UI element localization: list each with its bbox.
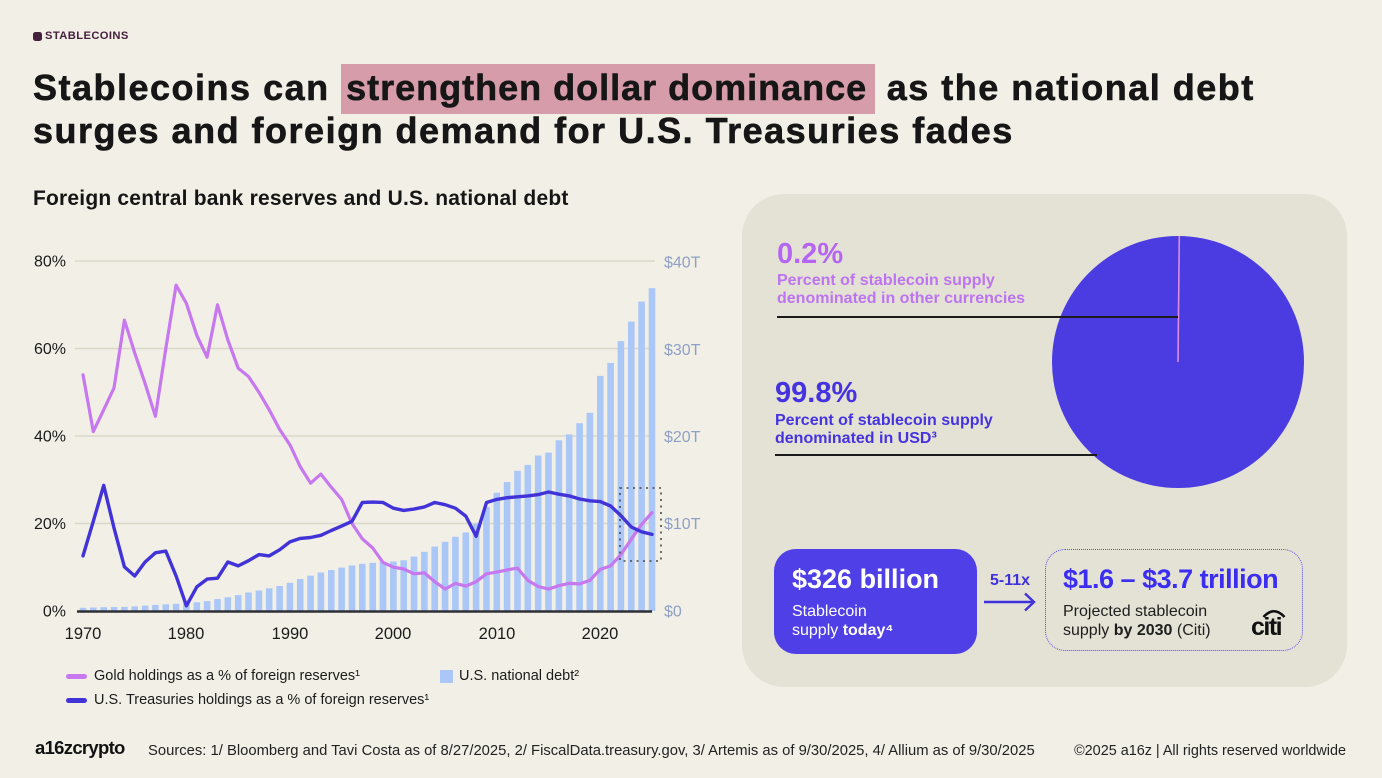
svg-text:60%: 60% — [34, 341, 66, 358]
svg-text:2010: 2010 — [479, 625, 516, 643]
svg-text:$10T: $10T — [664, 516, 701, 533]
svg-text:1990: 1990 — [272, 625, 309, 643]
svg-text:2020: 2020 — [582, 625, 619, 643]
svg-text:40%: 40% — [34, 429, 66, 446]
svg-text:$40T: $40T — [664, 255, 701, 272]
svg-text:20%: 20% — [34, 516, 66, 533]
svg-text:$0: $0 — [664, 604, 682, 621]
svg-text:80%: 80% — [34, 254, 66, 271]
svg-text:0%: 0% — [43, 604, 66, 621]
svg-text:$20T: $20T — [664, 429, 701, 446]
svg-text:$30T: $30T — [664, 342, 701, 359]
svg-text:citi: citi — [1251, 613, 1282, 639]
svg-text:2000: 2000 — [375, 625, 412, 643]
svg-text:1980: 1980 — [168, 625, 205, 643]
svg-text:1970: 1970 — [65, 625, 102, 643]
